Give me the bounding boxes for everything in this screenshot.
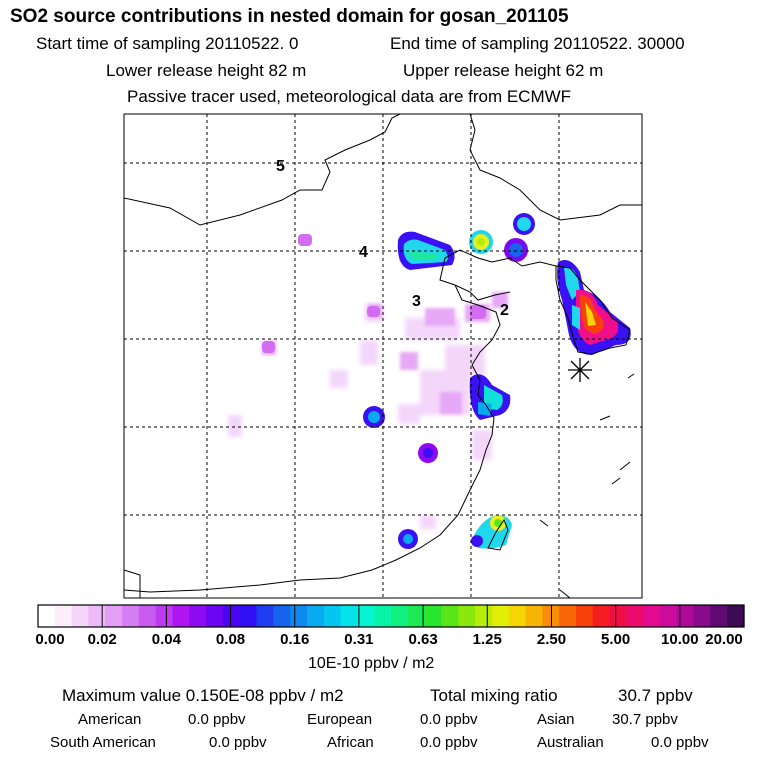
australian-label: Australian <box>537 734 604 751</box>
colorbar-tick-label: 0.08 <box>215 631 246 648</box>
european-value: 0.0 ppbv <box>420 711 478 728</box>
australian-value: 0.0 ppbv <box>651 734 709 751</box>
hotspot-ne <box>504 213 535 262</box>
colorbar-swatch <box>323 605 342 627</box>
light-field <box>228 304 492 529</box>
heatmap-field <box>228 213 631 549</box>
colorbar-frame <box>37 604 745 628</box>
colorbar-tick-label: 20.00 <box>705 631 743 648</box>
colorbar-swatch <box>575 605 594 627</box>
total-mixing-value: 30.7 ppbv <box>618 686 693 705</box>
colorbar-swatch <box>609 605 627 627</box>
american-label: American <box>78 711 142 728</box>
colorbar-tick-label: 10.00 <box>661 631 699 648</box>
south-american-value: 0.0 ppbv <box>209 734 267 751</box>
colorbar-tick-label: 0.04 <box>151 631 181 648</box>
colorbar-swatch <box>357 605 375 627</box>
start-time: Start time of sampling 20110522. 0 <box>36 34 299 53</box>
colorbar-swatch <box>290 605 308 627</box>
colorbar-swatch <box>508 605 527 627</box>
colorbar-swatch <box>239 605 258 627</box>
colorbar-swatch <box>222 605 241 627</box>
african-value: 0.0 ppbv <box>420 734 478 751</box>
hotspot-central <box>363 406 438 549</box>
colorbar-swatch <box>189 605 207 627</box>
colorbar-swatch <box>659 605 678 627</box>
colorbar-swatch <box>88 605 106 627</box>
colorbar-swatch <box>407 605 426 627</box>
lower-release-height: Lower release height 82 m <box>106 61 307 80</box>
colorbar-swatch <box>676 605 695 627</box>
colorbar-dividers <box>101 605 681 627</box>
colorbar-tick-label: 2.50 <box>536 631 567 648</box>
hotspot-korea <box>557 259 631 355</box>
region-label-4: 4 <box>359 244 368 261</box>
hotspot-south <box>471 515 512 549</box>
asian-label: Asian <box>537 711 575 728</box>
colorbar-swatch <box>559 605 577 627</box>
hotspot-tianjin <box>469 230 493 254</box>
colorbar-swatch <box>273 605 291 627</box>
colorbar <box>38 605 745 627</box>
colorbar-swatch <box>710 605 728 627</box>
colorbar-tick-label: 1.25 <box>472 631 502 648</box>
hotspot-shanghai <box>469 374 511 420</box>
asian-value: 30.7 ppbv <box>612 711 678 728</box>
colorbar-swatch <box>626 605 644 627</box>
violet-spots <box>262 234 486 353</box>
receptor-asterisk <box>568 358 592 382</box>
colorbar-swatch <box>38 605 56 627</box>
colorbar-swatch <box>592 605 611 627</box>
colorbar-swatch <box>122 605 140 627</box>
colorbar-swatch <box>306 605 325 627</box>
european-label: European <box>307 711 373 728</box>
colorbar-tick-label: 5.00 <box>601 631 631 648</box>
region-label-2: 2 <box>500 302 509 319</box>
plot-frame <box>123 113 643 599</box>
colorbar-tick-label: 0.02 <box>87 631 117 648</box>
colorbar-tick-label: 0.00 <box>35 631 65 648</box>
colorbar-swatch <box>391 605 409 627</box>
colorbar-tick-label: 0.63 <box>408 631 438 648</box>
colorbar-swatch <box>643 605 661 627</box>
tracer-info: Passive tracer used, meteorological data… <box>127 87 572 106</box>
colorbar-swatch <box>256 605 274 627</box>
total-mixing-label: Total mixing ratio <box>430 686 558 705</box>
upper-release-height: Upper release height 62 m <box>403 61 604 80</box>
colorbar-swatch <box>727 605 745 627</box>
colorbar-swatch <box>458 605 476 627</box>
maximum-value: Maximum value 0.150E-08 ppbv / m2 <box>62 686 344 705</box>
colorbar-swatch <box>475 605 493 627</box>
south-american-label: South American <box>50 734 156 751</box>
colorbar-swatch <box>54 605 73 627</box>
colorbar-swatch <box>491 605 510 627</box>
region-label-3: 3 <box>412 293 421 310</box>
colorbar-swatch <box>693 605 711 627</box>
colorbar-unit: 10E-10 ppbv / m2 <box>308 655 435 672</box>
colorbar-swatch <box>206 605 224 627</box>
colorbar-swatch <box>71 605 90 627</box>
colorbar-swatch <box>424 605 443 627</box>
chart-title: SO2 source contributions in nested domai… <box>10 6 569 27</box>
colorbar-tick-label: 0.16 <box>280 631 310 648</box>
colorbar-swatch <box>138 605 157 627</box>
american-value: 0.0 ppbv <box>188 711 246 728</box>
colorbar-swatch <box>525 605 543 627</box>
colorbar-swatch <box>105 605 123 627</box>
colorbar-swatch <box>441 605 459 627</box>
colorbar-swatch <box>340 605 358 627</box>
region-label-5: 5 <box>276 158 285 175</box>
colorbar-swatch <box>155 605 174 627</box>
gridlines <box>124 114 642 598</box>
african-label: African <box>327 734 374 751</box>
colorbar-swatch <box>374 605 392 627</box>
end-time: End time of sampling 20110522. 30000 <box>390 34 685 53</box>
colorbar-tick-label: 0.31 <box>344 631 374 648</box>
colorbar-swatch <box>172 605 190 627</box>
coastlines <box>124 114 642 598</box>
